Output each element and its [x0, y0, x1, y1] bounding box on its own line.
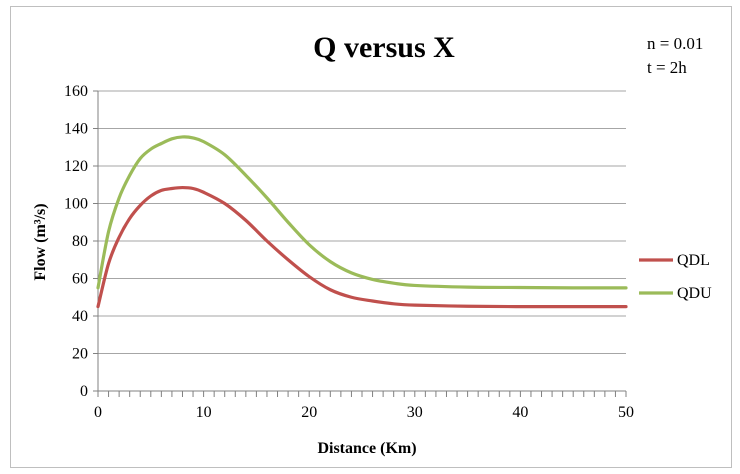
series-lines — [98, 137, 626, 307]
chart-frame: Q versus X n = 0.01 t = 2h 0 20 40 60 80 100 1… — [10, 6, 732, 468]
annotation-t: t = 2h — [647, 58, 687, 77]
series-line-qdu — [98, 137, 626, 288]
gridlines — [98, 91, 626, 354]
y-tick-label: 140 — [64, 121, 88, 138]
legend: QDL QDU — [639, 252, 712, 302]
x-tick-label: 0 — [94, 404, 102, 421]
legend-label-qdl: QDL — [677, 252, 710, 269]
x-tick-labels: 0 10 20 30 40 50 — [94, 404, 634, 421]
x-axis-label: Distance (Km) — [317, 440, 416, 457]
y-axis-label: Flow (m³/s) — [32, 203, 49, 280]
chart-title: Q versus X — [313, 31, 455, 64]
y-tick-label: 40 — [72, 308, 88, 325]
x-tick-label: 10 — [196, 404, 212, 421]
y-tick-label: 80 — [72, 233, 88, 250]
x-tick-label: 20 — [301, 404, 317, 421]
y-tick-label: 0 — [80, 383, 88, 400]
x-tick-label: 40 — [512, 404, 528, 421]
x-tick-label: 50 — [618, 404, 634, 421]
line-chart: Q versus X n = 0.01 t = 2h 0204060801001… — [11, 7, 731, 467]
y-tick-label: 100 — [64, 196, 88, 213]
annotation-n: n = 0.01 — [647, 34, 703, 53]
y-tick-label: 60 — [72, 271, 88, 288]
x-tick-label: 30 — [407, 404, 423, 421]
legend-label-qdu: QDU — [677, 285, 712, 302]
y-tick-label: 160 — [64, 83, 88, 100]
y-tick-label: 20 — [72, 346, 88, 363]
y-tick-labels: 0 20 40 60 80 100 120 140 160 — [64, 83, 88, 400]
y-tick-label: 120 — [64, 158, 88, 175]
